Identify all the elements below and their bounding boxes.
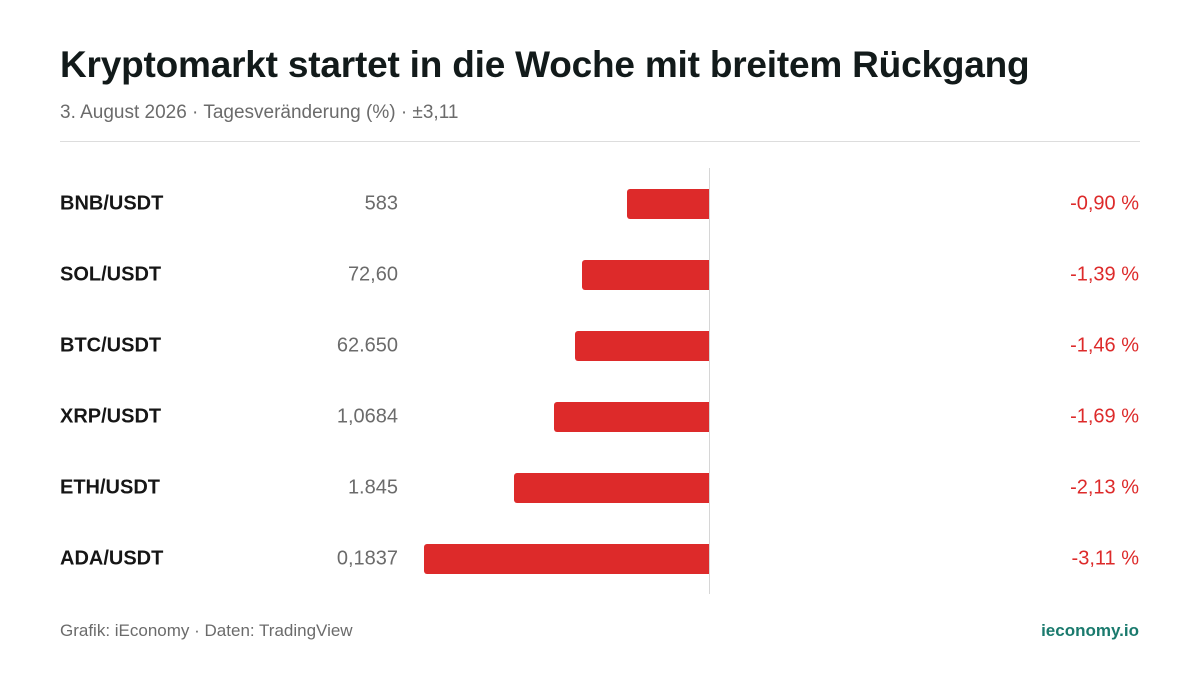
category-label: ETH/USDT	[60, 476, 160, 499]
price-label: 0,1837	[336, 547, 398, 570]
chart-row: BTC/USDT 62.650 -1,46 %	[0, 311, 1200, 382]
bar	[581, 260, 709, 290]
value-label: -1,39 %	[1070, 263, 1139, 286]
value-label: -3,11 %	[1071, 547, 1139, 570]
zero-axis-line	[709, 168, 710, 594]
price-label: 72,60	[347, 263, 398, 286]
bar	[626, 189, 709, 219]
bar	[575, 331, 709, 361]
category-label: BTC/USDT	[60, 334, 162, 357]
chart-row: SOL/USDT 72,60 -1,39 %	[0, 240, 1200, 311]
category-label: BNB/USDT	[60, 192, 164, 215]
chart-row: BNB/USDT 583 -0,90 %	[0, 169, 1200, 240]
value-label: -2,13 %	[1070, 476, 1139, 499]
category-label: ADA/USDT	[60, 547, 164, 570]
header-divider	[60, 141, 1140, 142]
source-credit: Grafik: iEconomy · Daten: TradingView	[60, 621, 353, 640]
chart-row: XRP/USDT 1,0684 -1,69 %	[0, 382, 1200, 453]
chart-title: Kryptomarkt startet in die Woche mit bre…	[60, 44, 1030, 85]
chart-row: ADA/USDT 0,1837 -3,11 %	[0, 524, 1200, 595]
price-label: 583	[364, 192, 398, 215]
chart-row: ETH/USDT 1.845 -2,13 %	[0, 453, 1200, 524]
price-label: 62.650	[336, 334, 398, 357]
category-label: SOL/USDT	[60, 263, 162, 286]
price-label: 1,0684	[336, 405, 398, 428]
value-label: -0,90 %	[1070, 192, 1139, 215]
value-label: -1,69 %	[1070, 405, 1139, 428]
bar	[554, 402, 709, 432]
value-label: -1,46 %	[1070, 334, 1139, 357]
price-label: 1.845	[347, 476, 398, 499]
chart-subtitle: 3. August 2026 · Tagesveränderung (%) · …	[60, 102, 459, 123]
category-label: XRP/USDT	[60, 405, 162, 428]
bar	[513, 473, 709, 503]
brand-link[interactable]: ieconomy.io	[1041, 621, 1139, 640]
bar	[424, 544, 709, 574]
